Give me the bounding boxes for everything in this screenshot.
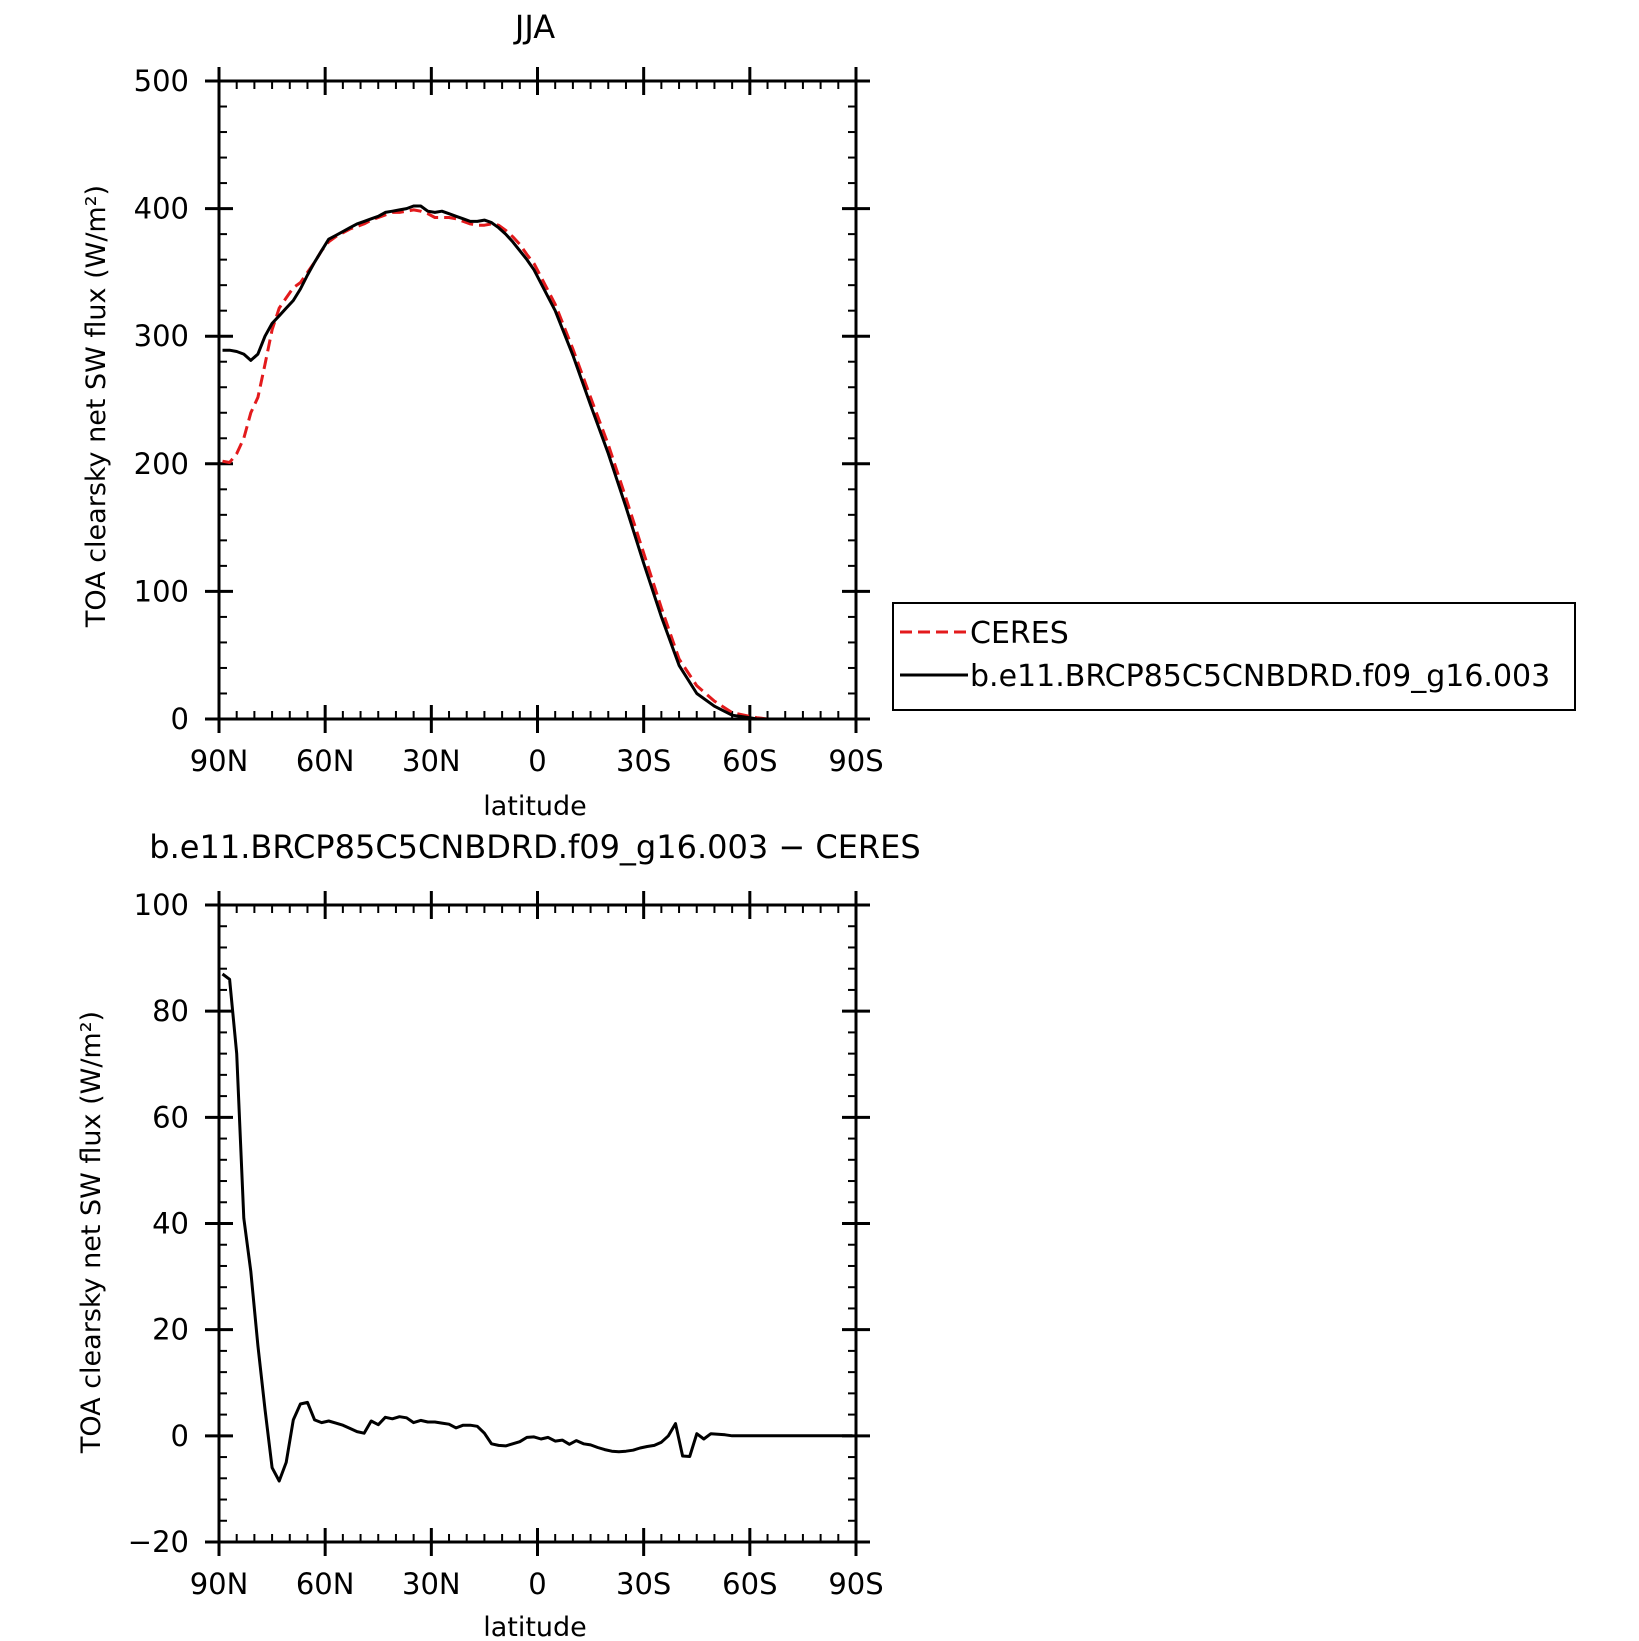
top-y-tick-label: 100	[134, 574, 189, 608]
bottom-chart-x-axis-label: latitude	[483, 1612, 587, 1641]
legend-box	[892, 602, 1576, 711]
bottom-panel-chart: b.e11.BRCP85C5CNBDRD.f09_g16.003 − CERES…	[76, 828, 921, 1641]
top-panel-chart: JJA 90N 60N 30N 0 30S 60S 90S0100200300400500 …	[81, 8, 884, 822]
legend-label-ceres: CERES	[970, 616, 1069, 651]
bottom-x-tick-label: 90N	[190, 1567, 249, 1601]
bottom-y-tick-label: 20	[152, 1313, 189, 1347]
bottom-x-tick-label: 30S	[616, 1567, 671, 1601]
top-y-tick-label: 500	[134, 64, 189, 98]
bottom-x-tick-label: 30N	[402, 1567, 461, 1601]
bottom-chart-title: b.e11.BRCP85C5CNBDRD.f09_g16.003 − CERES	[149, 828, 920, 866]
top-x-tick-label: 0	[528, 744, 546, 778]
bottom-x-tick-label: 0	[528, 1567, 546, 1601]
top-y-tick-label: 400	[134, 192, 189, 226]
top-y-tick-label: 300	[134, 319, 189, 353]
bottom-plot-frame	[217, 903, 858, 1544]
bottom-x-tick-label: 60N	[296, 1567, 355, 1601]
top-chart-title: JJA	[513, 8, 555, 46]
bottom-chart-series	[221, 972, 853, 1483]
top-chart-axes: 90N 60N 30N 0 30S 60S 90S 0 100 200 300 400 500	[134, 64, 884, 778]
top-x-tick-label: 60S	[722, 744, 777, 778]
top-x-tick-label: 60N	[296, 744, 355, 778]
top-plot-frame	[217, 79, 858, 721]
bottom-y-tick-label: 80	[152, 994, 189, 1028]
bottom-y-tick-label: −20	[128, 1525, 189, 1559]
bottom-chart-y-axis-label: TOA clearsky net SW flux (W/m²)	[76, 1011, 107, 1454]
top-chart-x-axis-label: latitude	[483, 791, 587, 822]
top-chart-y-axis-label: TOA clearsky net SW flux (W/m²)	[81, 185, 112, 628]
bottom-x-tick-label: 60S	[722, 1567, 777, 1601]
top-x-tick-label: 30N	[402, 744, 461, 778]
legend: CERES b.e11.BRCP85C5CNBDRD.f09_g16.003	[892, 602, 1576, 711]
top-x-tick-label: 30S	[616, 744, 671, 778]
bottom-y-tick-label: 0	[171, 1419, 189, 1453]
bottom-y-tick-label: 60	[152, 1100, 189, 1134]
legend-label-model: b.e11.BRCP85C5CNBDRD.f09_g16.003	[970, 659, 1550, 694]
bottom-x-tick-label: 90S	[828, 1567, 883, 1601]
top-y-tick-label: 0	[171, 702, 189, 736]
top-series-line-1	[222, 204, 853, 721]
bottom-chart-axes: 90N 60N 30N 0 30S 60S 90S −20 0 20 40 60 80 100	[128, 888, 884, 1601]
top-x-tick-label: 90N	[190, 744, 249, 778]
bottom-y-tick-label: 100	[134, 888, 189, 922]
top-series-line-0	[222, 208, 853, 721]
top-x-tick-label: 90S	[828, 744, 883, 778]
bottom-y-tick-label: 40	[152, 1207, 189, 1241]
bottom-series-line-0	[221, 972, 853, 1483]
top-chart-series	[222, 204, 853, 721]
top-y-tick-label: 200	[134, 447, 189, 481]
